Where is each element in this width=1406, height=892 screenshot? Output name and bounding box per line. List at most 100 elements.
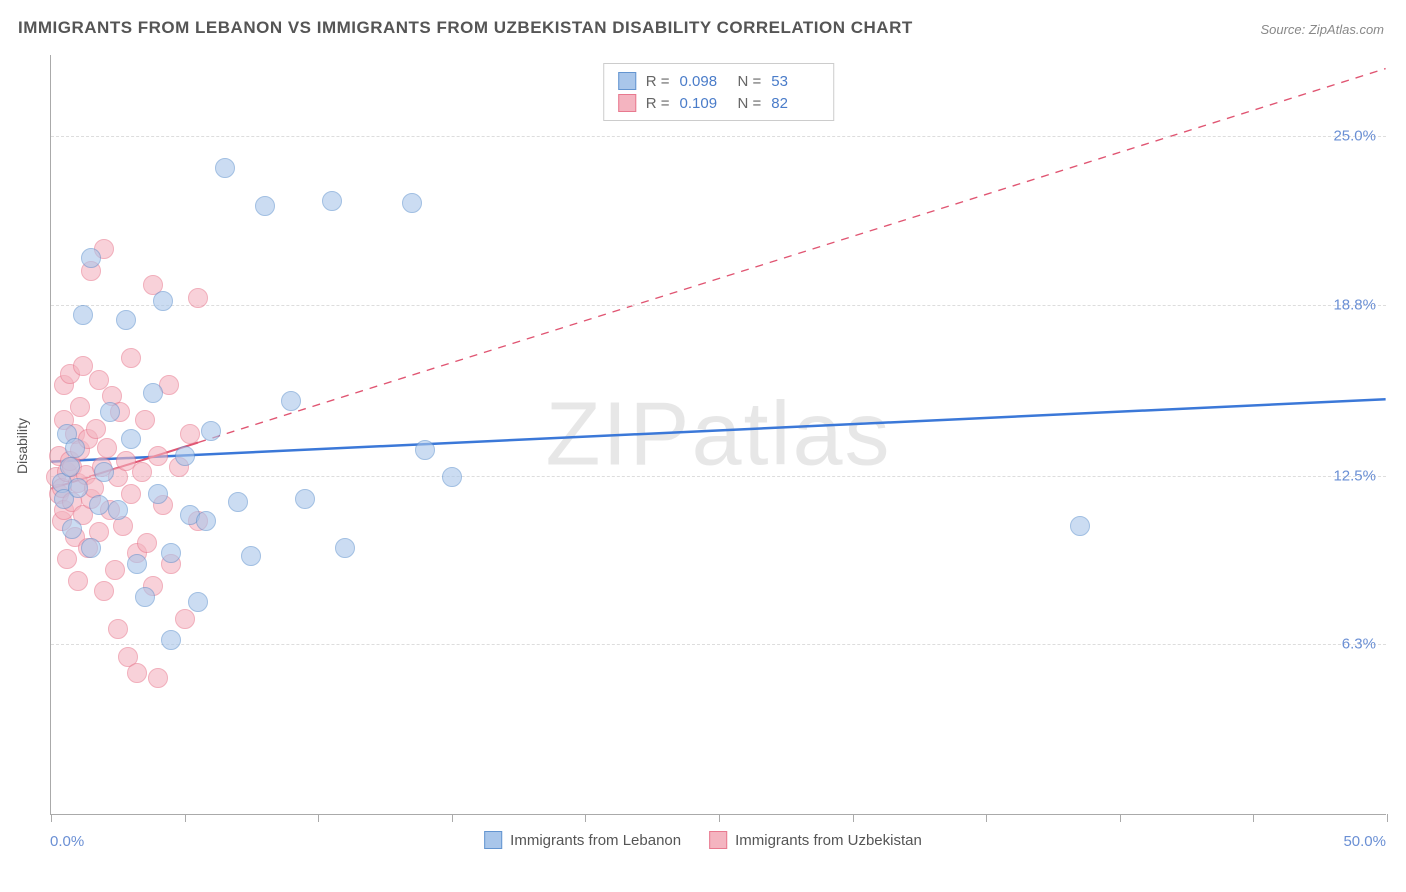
scatter-point	[148, 484, 168, 504]
scatter-point	[322, 191, 342, 211]
scatter-point	[121, 429, 141, 449]
scatter-point	[57, 549, 77, 569]
scatter-point	[188, 288, 208, 308]
scatter-point	[65, 438, 85, 458]
trendline-dashed	[198, 69, 1385, 443]
legend-stats: R = 0.098 N = 53 R = 0.109 N = 82	[603, 63, 835, 121]
x-tick	[51, 814, 52, 822]
legend-label: Immigrants from Uzbekistan	[735, 832, 922, 849]
x-tick	[986, 814, 987, 822]
x-tick	[853, 814, 854, 822]
x-tick	[1387, 814, 1388, 822]
x-tick	[1120, 814, 1121, 822]
y-tick-label: 18.8%	[1333, 296, 1376, 313]
scatter-point	[81, 248, 101, 268]
scatter-point	[127, 554, 147, 574]
scatter-point	[68, 571, 88, 591]
scatter-point	[108, 619, 128, 639]
scatter-point	[175, 609, 195, 629]
chart-container: IMMIGRANTS FROM LEBANON VS IMMIGRANTS FR…	[0, 0, 1406, 892]
scatter-point	[108, 500, 128, 520]
scatter-point	[68, 478, 88, 498]
x-tick	[185, 814, 186, 822]
scatter-point	[94, 581, 114, 601]
scatter-point	[116, 310, 136, 330]
stat-r-value: 0.098	[680, 73, 728, 90]
scatter-point	[201, 421, 221, 441]
x-tick	[585, 814, 586, 822]
y-tick-label: 6.3%	[1342, 636, 1376, 653]
watermark: ZIPatlas	[545, 383, 891, 486]
scatter-point	[161, 630, 181, 650]
scatter-point	[135, 587, 155, 607]
scatter-point	[60, 457, 80, 477]
scatter-point	[70, 397, 90, 417]
scatter-point	[86, 419, 106, 439]
gridline-h	[51, 136, 1386, 137]
scatter-point	[121, 484, 141, 504]
scatter-point	[180, 424, 200, 444]
scatter-point	[241, 546, 261, 566]
scatter-point	[81, 538, 101, 558]
scatter-point	[105, 560, 125, 580]
legend-item: Immigrants from Lebanon	[484, 831, 681, 849]
trendlines-svg	[51, 55, 1386, 814]
stat-r-value: 0.109	[680, 95, 728, 112]
x-tick	[318, 814, 319, 822]
x-tick	[719, 814, 720, 822]
legend-stat-row: R =0.098N =53	[618, 70, 820, 92]
stat-n-value: 53	[771, 73, 819, 90]
gridline-h	[51, 644, 1386, 645]
scatter-point	[94, 462, 114, 482]
legend-swatch	[709, 831, 727, 849]
scatter-point	[161, 543, 181, 563]
scatter-point	[295, 489, 315, 509]
legend-stat-row: R = 0.109 N = 82	[618, 92, 820, 114]
legend-swatch	[618, 72, 636, 90]
scatter-point	[196, 511, 216, 531]
gridline-h	[51, 476, 1386, 477]
scatter-point	[143, 383, 163, 403]
chart-title: IMMIGRANTS FROM LEBANON VS IMMIGRANTS FR…	[18, 18, 913, 38]
x-axis-min-label: 0.0%	[50, 833, 84, 850]
scatter-point	[148, 668, 168, 688]
y-tick-label: 12.5%	[1333, 467, 1376, 484]
legend-label: Immigrants from Lebanon	[510, 832, 681, 849]
x-tick	[452, 814, 453, 822]
stat-r-label: R =	[646, 95, 670, 112]
scatter-point	[175, 446, 195, 466]
stat-n-value: 82	[771, 95, 819, 112]
scatter-point	[153, 291, 173, 311]
scatter-point	[255, 196, 275, 216]
scatter-point	[89, 495, 109, 515]
scatter-point	[215, 158, 235, 178]
legend-swatch	[618, 94, 636, 112]
y-tick-label: 25.0%	[1333, 128, 1376, 145]
scatter-point	[148, 446, 168, 466]
gridline-h	[51, 305, 1386, 306]
scatter-point	[281, 391, 301, 411]
source-attribution: Source: ZipAtlas.com	[1260, 22, 1384, 37]
scatter-point	[188, 592, 208, 612]
stat-n-label: N =	[738, 95, 762, 112]
scatter-point	[135, 410, 155, 430]
scatter-point	[335, 538, 355, 558]
scatter-point	[132, 462, 152, 482]
scatter-point	[100, 402, 120, 422]
scatter-point	[1070, 516, 1090, 536]
scatter-point	[442, 467, 462, 487]
x-tick	[1253, 814, 1254, 822]
plot-area: ZIPatlas R = 0.098 N = 53 R = 0.109 N = 82 6.3%…	[50, 55, 1386, 815]
scatter-point	[97, 438, 117, 458]
legend-series: Immigrants from Lebanon Immigrants from U…	[484, 831, 922, 849]
scatter-point	[415, 440, 435, 460]
scatter-point	[137, 533, 157, 553]
legend-item: Immigrants from Uzbekistan	[709, 831, 922, 849]
stat-r-label: R =	[646, 73, 670, 90]
x-axis-max-label: 50.0%	[1343, 833, 1386, 850]
scatter-point	[127, 663, 147, 683]
y-axis-label: Disability	[14, 418, 30, 474]
scatter-point	[121, 348, 141, 368]
legend-swatch	[484, 831, 502, 849]
scatter-point	[228, 492, 248, 512]
